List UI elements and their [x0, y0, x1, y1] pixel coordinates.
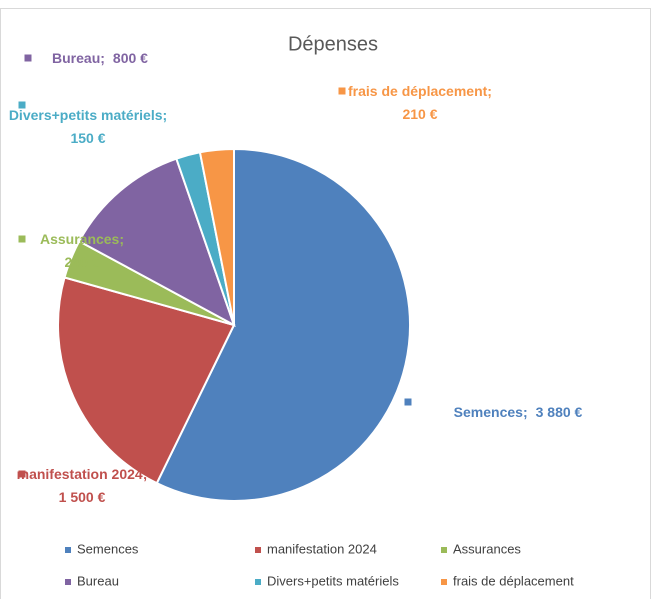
label-separator: ; [163, 107, 168, 123]
data-label: frais de déplacement; 210 € [348, 83, 492, 122]
label-separator: ; [143, 466, 148, 482]
legend-label: Divers+petits matériels [267, 573, 399, 588]
label-separator: ; [119, 231, 124, 247]
legend-swatch [65, 547, 71, 553]
label-value: 800 € [113, 50, 148, 66]
legend-label: frais de déplacement [453, 573, 574, 588]
pie-slice [198, 147, 235, 326]
label-separator: ; [523, 404, 528, 420]
legend-label: manifestation 2024 [267, 541, 377, 556]
chart-title: Dépenses [288, 33, 378, 55]
legend-swatch [255, 579, 261, 585]
legend-swatch [65, 579, 71, 585]
label-value: 150 € [70, 130, 105, 146]
label-marker [18, 235, 26, 243]
label-marker [24, 54, 32, 62]
label-value: 210 € [402, 106, 437, 122]
legend-label: Assurances [453, 541, 521, 556]
label-category: Semences [454, 404, 523, 420]
label-marker [338, 87, 346, 95]
label-marker [18, 101, 26, 109]
data-label: Semences; 3 880 € [454, 404, 583, 420]
label-marker [404, 398, 412, 406]
label-value: 3 880 € [536, 404, 583, 420]
label-value: 240 € [64, 254, 99, 270]
label-separator: ; [100, 50, 105, 66]
legend-label: Semences [77, 541, 139, 556]
label-category: Assurances [40, 231, 120, 247]
data-label: Assurances; 240 € [40, 231, 124, 270]
legend-swatch [441, 579, 447, 585]
legend-swatch [255, 547, 261, 553]
data-label: Bureau; 800 € [52, 50, 148, 66]
label-separator: ; [487, 83, 492, 99]
legend-swatch [441, 547, 447, 553]
label-category: Divers+petits matériels [9, 107, 163, 123]
label-marker [18, 470, 26, 478]
pie-slice [77, 157, 236, 328]
label-category: frais de déplacement [348, 83, 488, 99]
legend-label: Bureau [77, 573, 119, 588]
pie-slice [57, 276, 236, 485]
label-category: Bureau [52, 50, 100, 66]
label-value: 1 500 € [59, 489, 106, 505]
data-label: Divers+petits matériels; 150 € [9, 107, 167, 146]
data-label: manifestation 2024; 1 500 € [17, 466, 148, 505]
pie-slice [155, 147, 411, 502]
label-category: manifestation 2024 [17, 466, 143, 482]
